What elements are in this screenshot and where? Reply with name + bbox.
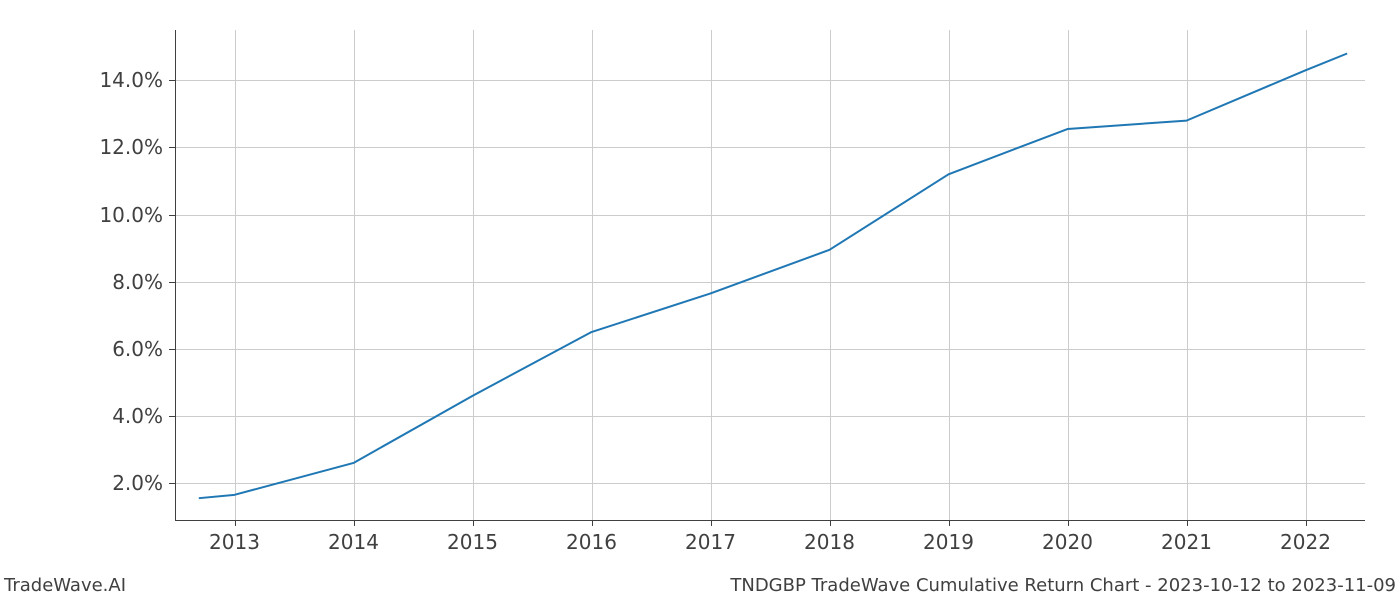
x-tick-label: 2017 — [685, 530, 736, 554]
x-axis-spine — [175, 520, 1365, 521]
x-tick-label: 2021 — [1161, 530, 1212, 554]
y-tick-label: 14.0% — [99, 68, 163, 92]
plot-area: 2013201420152016201720182019202020212022… — [175, 30, 1365, 520]
x-tick-label: 2014 — [328, 530, 379, 554]
x-tick-label: 2019 — [923, 530, 974, 554]
x-tick-label: 2022 — [1280, 530, 1331, 554]
y-tick-label: 8.0% — [112, 270, 163, 294]
y-tick-label: 12.0% — [99, 135, 163, 159]
x-tick-label: 2018 — [804, 530, 855, 554]
x-tick-label: 2013 — [209, 530, 260, 554]
y-tick-label: 4.0% — [112, 404, 163, 428]
x-tick-label: 2015 — [447, 530, 498, 554]
cumulative-return-line — [199, 53, 1347, 498]
y-tick-label: 10.0% — [99, 203, 163, 227]
x-tick-label: 2016 — [566, 530, 617, 554]
line-series-layer — [175, 30, 1365, 520]
chart-container: 2013 2014 2015 2016 2017 2018 2019 2020 2021 2022… — [0, 0, 1400, 600]
x-tick-label: 2020 — [1042, 530, 1093, 554]
y-tick-label: 6.0% — [112, 337, 163, 361]
footer-brand: TradeWave.AI — [4, 575, 126, 596]
y-tick-label: 2.0% — [112, 471, 163, 495]
footer-caption: TNDGBP TradeWave Cumulative Return Chart… — [730, 575, 1396, 596]
